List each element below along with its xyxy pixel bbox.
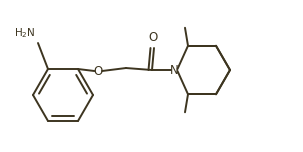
Text: O: O [93, 64, 103, 78]
Text: H$_2$N: H$_2$N [15, 26, 36, 40]
Text: O: O [148, 31, 158, 44]
Text: N: N [170, 64, 178, 76]
